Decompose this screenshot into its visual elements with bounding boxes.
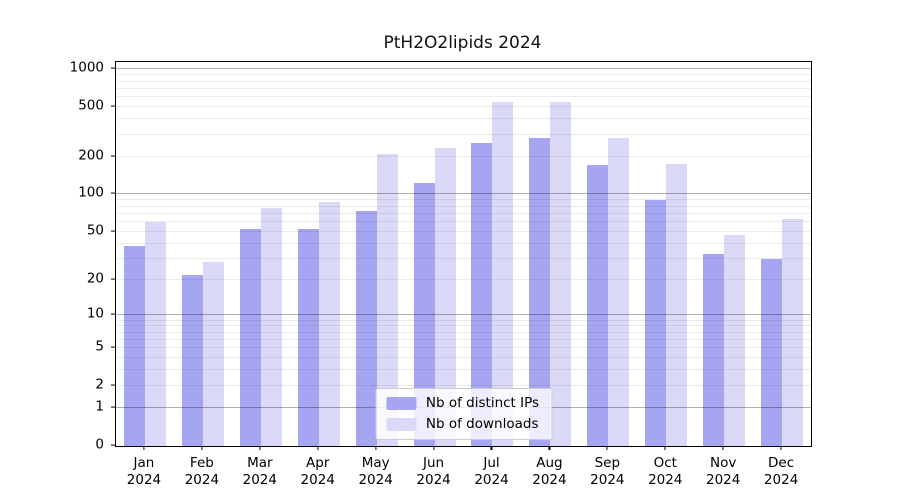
- y-tick-mark-10: [111, 313, 115, 315]
- x-tick-mark-nov: [722, 446, 724, 450]
- bar-group-aug: [521, 62, 579, 446]
- plot-area: Nb of distinct IPs Nb of downloads: [115, 61, 812, 447]
- bar-jun-nb-of-downloads: [434, 148, 456, 446]
- x-tick-mark-jan: [143, 446, 145, 450]
- x-tick-label-feb: Feb 2024: [184, 455, 220, 488]
- bar-may-nb-of-distinct-ips: [355, 210, 377, 446]
- y-tick-mark-0: [111, 444, 115, 446]
- bar-mar-nb-of-downloads: [260, 207, 282, 446]
- x-tick-label-aug: Aug 2024: [532, 455, 567, 488]
- bar-jul-nb-of-downloads: [492, 102, 514, 446]
- x-tick-mark-oct: [664, 446, 666, 450]
- y-tick-mark-20: [111, 278, 115, 280]
- y-tick-mark-500: [111, 105, 115, 107]
- x-tick-label-nov: Nov 2024: [706, 455, 741, 488]
- chart-title: PtH2O2lipids 2024: [383, 33, 542, 53]
- y-tick-mark-100: [111, 192, 115, 195]
- x-tick-label-apr: Apr 2024: [300, 455, 335, 488]
- bar-aug-nb-of-downloads: [550, 102, 572, 446]
- bar-dec-nb-of-downloads: [782, 219, 804, 446]
- legend-label-downloads: Nb of downloads: [425, 416, 539, 432]
- bar-sep-nb-of-downloads: [608, 138, 630, 446]
- bar-group-jan: [116, 62, 174, 446]
- bar-group-sep: [579, 62, 637, 446]
- bar-group-nov: [695, 62, 753, 446]
- x-tick-label-mar: Mar 2024: [242, 455, 277, 488]
- x-tick-mark-mar: [259, 446, 261, 450]
- y-tick-label-50: 50: [86, 222, 104, 239]
- x-tick-label-jan: Jan 2024: [126, 455, 162, 488]
- bar-aug-nb-of-distinct-ips: [529, 137, 551, 446]
- y-tick-mark-2: [111, 384, 115, 386]
- y-tick-label-20: 20: [86, 270, 104, 287]
- bar-feb-nb-of-downloads: [202, 262, 224, 446]
- y-tick-mark-1000: [111, 67, 115, 70]
- bars-layer: [116, 62, 811, 446]
- y-tick-label-5: 5: [95, 338, 104, 355]
- x-tick-label-may: May 2024: [358, 455, 393, 488]
- x-tick-mark-feb: [201, 446, 203, 450]
- legend-swatch-distinct-ips: [385, 396, 416, 410]
- bar-group-oct: [637, 62, 695, 446]
- bar-oct-nb-of-downloads: [666, 164, 688, 446]
- x-tick-mark-aug: [548, 446, 550, 450]
- y-tick-mark-50: [111, 230, 115, 232]
- x-tick-mark-apr: [317, 446, 319, 450]
- bar-group-may: [348, 62, 406, 446]
- y-tick-label-2: 2: [95, 376, 104, 393]
- x-tick-mark-may: [375, 446, 377, 450]
- bar-oct-nb-of-distinct-ips: [645, 200, 667, 446]
- x-tick-mark-jul: [490, 446, 493, 450]
- x-tick-mark-jun: [432, 446, 435, 450]
- bar-nov-nb-of-downloads: [724, 235, 746, 446]
- bar-may-nb-of-downloads: [376, 153, 398, 446]
- y-tick-label-500: 500: [78, 97, 104, 114]
- legend-swatch-downloads: [385, 417, 416, 431]
- y-tick-mark-5: [111, 346, 115, 348]
- x-axis: Jan 2024 Feb 2024 Mar 2024 Apr 2024 May 2024…: [115, 446, 810, 496]
- bar-jan-nb-of-distinct-ips: [123, 246, 145, 446]
- y-axis: 1000 500 200 100 50 20 10 5 2 1 0: [0, 59, 115, 451]
- bar-jan-nb-of-downloads: [144, 221, 166, 446]
- bar-group-mar: [232, 62, 290, 446]
- legend: Nb of distinct IPs Nb of downloads: [374, 388, 553, 440]
- legend-label-distinct-ips: Nb of distinct IPs: [425, 395, 540, 411]
- bar-mar-nb-of-distinct-ips: [239, 228, 261, 446]
- bar-feb-nb-of-distinct-ips: [181, 275, 203, 446]
- x-tick-mark-sep: [606, 446, 608, 450]
- x-tick-label-jul: Jul 2024: [474, 455, 509, 488]
- x-tick-label-sep: Sep 2024: [590, 455, 625, 488]
- y-tick-label-0: 0: [95, 436, 104, 453]
- bar-group-apr: [290, 62, 348, 446]
- legend-item-downloads: Nb of downloads: [385, 416, 539, 432]
- bar-nov-nb-of-distinct-ips: [703, 253, 725, 446]
- bar-group-dec: [753, 62, 811, 446]
- y-tick-label-1: 1: [95, 398, 104, 415]
- y-tick-label-100: 100: [78, 184, 104, 201]
- x-tick-label-dec: Dec 2024: [763, 455, 799, 488]
- bar-dec-nb-of-distinct-ips: [761, 258, 783, 446]
- x-tick-label-oct: Oct 2024: [648, 455, 683, 488]
- y-tick-mark-200: [111, 155, 115, 157]
- bar-sep-nb-of-distinct-ips: [587, 165, 609, 446]
- y-tick-label-10: 10: [86, 305, 104, 322]
- legend-item-distinct-ips: Nb of distinct IPs: [385, 395, 540, 411]
- y-tick-label-1000: 1000: [69, 59, 104, 76]
- y-tick-mark-1: [111, 406, 115, 408]
- bar-apr-nb-of-distinct-ips: [297, 228, 319, 446]
- y-tick-label-200: 200: [78, 147, 104, 164]
- x-tick-mark-dec: [780, 446, 782, 450]
- x-labels: Jan 2024 Feb 2024 Mar 2024 Apr 2024 May 2024…: [115, 455, 810, 489]
- bar-group-feb: [174, 62, 232, 446]
- bar-apr-nb-of-downloads: [318, 202, 340, 446]
- x-tick-label-jun: Jun 2024: [416, 455, 451, 488]
